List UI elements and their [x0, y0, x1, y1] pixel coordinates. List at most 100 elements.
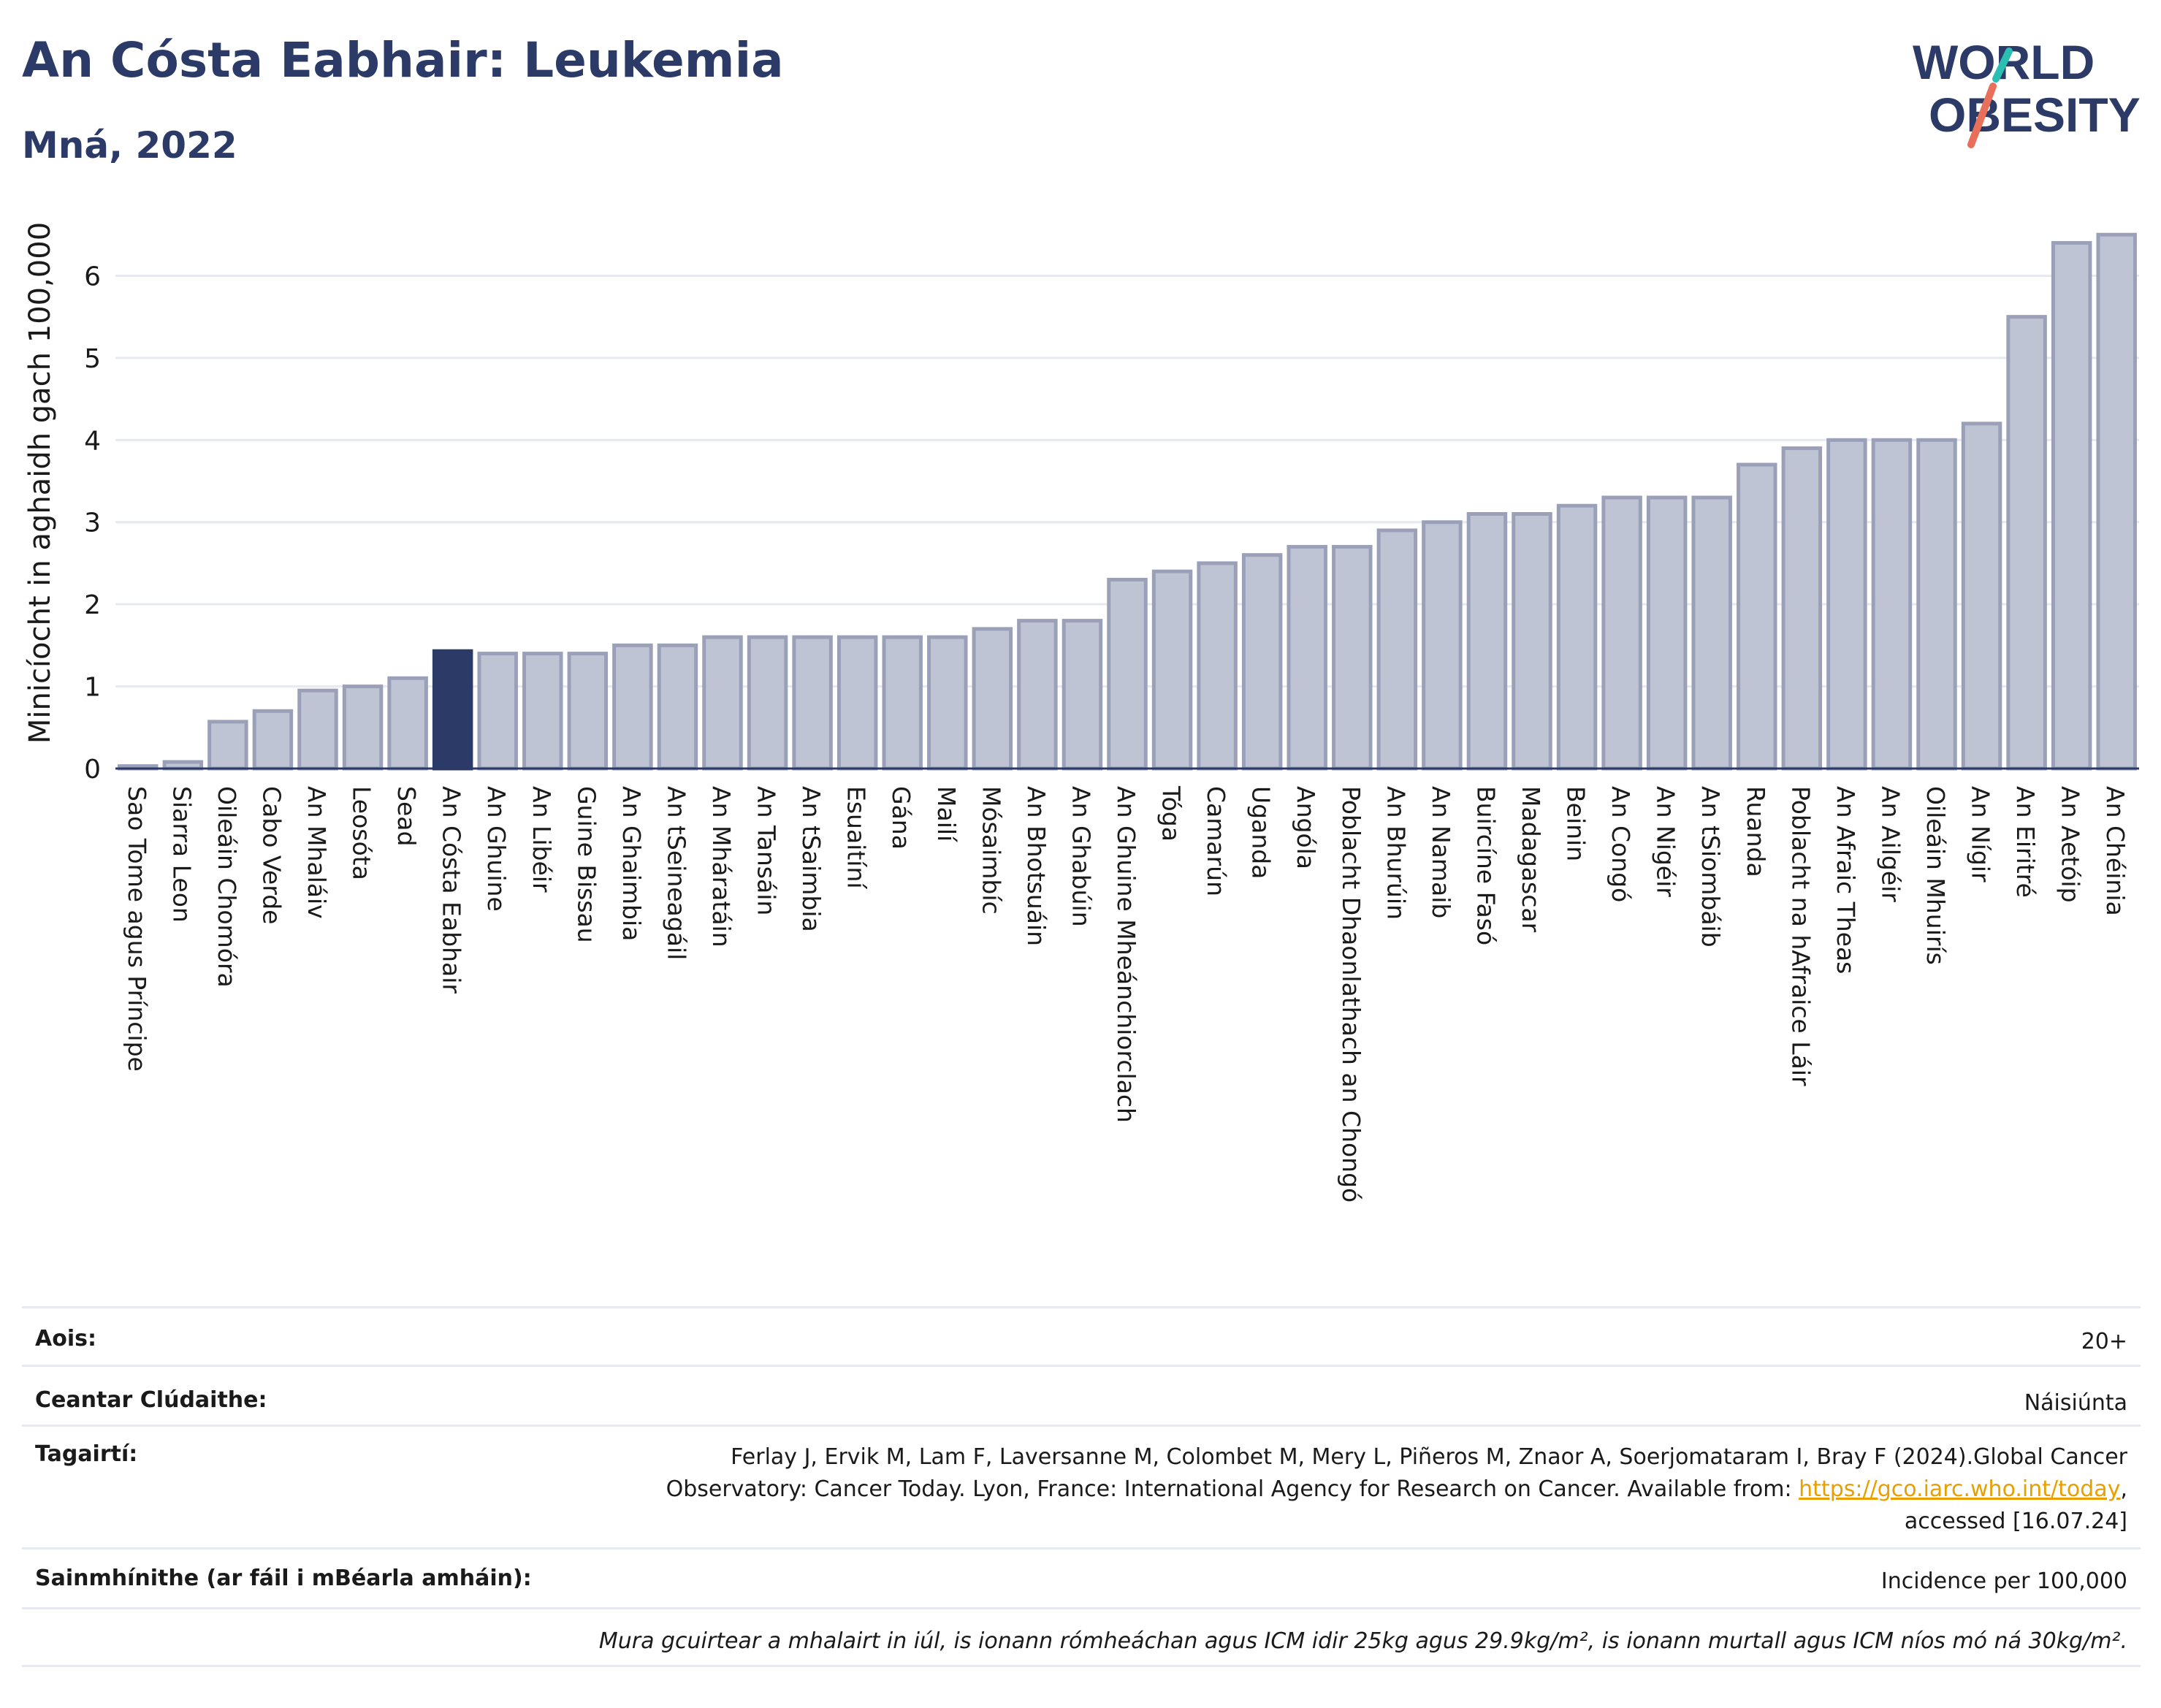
x-tick-label: Sao Tome agus Príncipe [123, 786, 151, 1072]
x-tick-label: An Mháratáin [707, 786, 736, 948]
bar [2051, 240, 2092, 771]
x-tick-label: Guine Bissau [572, 786, 601, 943]
x-tick-label: An tSaimbia [797, 786, 826, 932]
age-value: 20+ [2081, 1329, 2127, 1354]
x-tick-label: An Mhaláiv [302, 786, 331, 919]
bar [567, 652, 609, 771]
bar [1826, 438, 1867, 771]
bar [1916, 438, 1957, 771]
x-tick-label: Beinin [1562, 786, 1590, 861]
bar [1646, 495, 1688, 771]
bar [1781, 446, 1823, 771]
x-tick-label: Poblacht na hAfraice Láir [1786, 786, 1815, 1086]
bar [836, 635, 878, 771]
x-tick-label: An Chéinia [2101, 786, 2130, 916]
bar [702, 635, 743, 771]
bar [927, 635, 968, 771]
bar [207, 720, 248, 771]
y-tick-label: 2 [84, 590, 101, 620]
x-tick-label: An tSiombáib [1696, 786, 1725, 948]
references-value: Ferlay J, Ervik M, Lam F, Laversanne M, … [666, 1444, 2127, 1534]
bar [1556, 503, 1598, 771]
area-value: Náisiúnta [2024, 1390, 2127, 1416]
x-tick-label: Gána [887, 786, 915, 850]
x-tick-label: Cabo Verde [257, 786, 286, 924]
chart-title: An Cósta Eabhair: Leukemia [22, 32, 784, 88]
x-tick-label: An Eiritré [2011, 786, 2040, 898]
bar [1422, 520, 1463, 771]
y-tick-label: 5 [84, 344, 101, 374]
references-label: Tagairtí: [35, 1441, 138, 1467]
bar [1737, 462, 1777, 771]
bars [118, 232, 2137, 771]
bar [387, 676, 428, 771]
x-tick-label: An Bhotsuáin [1022, 786, 1051, 946]
info-table: Aois: 20+ Ceantar Clúdaithe: Náisiúnta T… [22, 1306, 2141, 1667]
x-tick-label: Leosóta [348, 786, 376, 880]
x-tick-label: An Ailgéir [1876, 786, 1905, 902]
reference-line-1: Ferlay J, Ervik M, Lam F, Laversanne M, … [731, 1444, 2127, 1470]
bar [342, 685, 384, 771]
x-tick-label: An Cósta Eabhair [438, 786, 466, 994]
y-axis-label: Minicíocht in aghaidh gach 100,000 [23, 222, 57, 744]
x-tick-label: Tóga [1157, 785, 1186, 842]
definitions-value: Incidence per 100,000 [1880, 1568, 2127, 1594]
x-tick-label: Angóla [1292, 786, 1320, 869]
bar [252, 709, 294, 771]
bar [1601, 495, 1642, 771]
age-label: Aois: [35, 1326, 96, 1351]
area-label: Ceantar Clúdaithe: [35, 1387, 267, 1413]
x-tick-label: An Ghaimbia [617, 786, 646, 941]
bar [1961, 422, 2002, 771]
bar [1151, 569, 1193, 771]
x-tick-label: An Tansáin [752, 786, 781, 915]
bar [1332, 544, 1373, 771]
x-tick-label: Siarra Leon [167, 786, 196, 923]
x-tick-label: An Ghuine Mheánchiorclach [1112, 786, 1140, 1123]
x-tick-label: Ruanda [1742, 786, 1770, 877]
y-tick-label: 4 [84, 426, 101, 456]
x-tick-label: An Ghabúin [1067, 786, 1095, 927]
bar [1197, 561, 1238, 771]
x-tick-label: Mósaimbíc [977, 786, 1005, 915]
definitions-label: Sainmhínithe (ar fáil i mBéarla amháin): [35, 1566, 532, 1591]
reference-line-2: Observatory: Cancer Today. Lyon, France:… [666, 1476, 1792, 1502]
chart-subtitle: Mná, 2022 [22, 124, 237, 167]
info-row-age: Aois: 20+ [22, 1306, 2141, 1365]
bar [1107, 577, 1148, 771]
reference-line-3: accessed [16.07.24] [1904, 1509, 2127, 1534]
y-tick-label: 1 [84, 673, 101, 703]
y-axis-ticks: 0 1 2 3 4 5 6 [84, 262, 101, 785]
x-tick-label: Esuaitíní [842, 786, 871, 890]
x-tick-label: An Afraic Theas [1832, 786, 1860, 974]
bar [2096, 232, 2137, 771]
bar [747, 635, 788, 771]
x-tick-label: An Aetóip [2057, 786, 2085, 903]
bar [882, 635, 923, 771]
bar [2006, 315, 2047, 771]
x-tick-label: Camarún [1202, 786, 1230, 896]
bar-chart: 0 1 2 3 4 5 6 Sao Tome agus Príncipe Siarra Leo… [23, 222, 2139, 1202]
y-tick-label: 0 [84, 755, 101, 785]
reference-link[interactable]: https://gco.iarc.who.int/today [1799, 1476, 2121, 1502]
x-tick-label: Oileáin Chomóra [213, 786, 241, 988]
y-tick-label: 3 [84, 508, 101, 538]
x-tick-label: Oileáin Mhuirís [1921, 786, 1950, 965]
bar [1287, 544, 1327, 771]
bar [297, 688, 338, 771]
x-tick-label: Sead [392, 786, 421, 846]
x-tick-label: An Libéir [527, 786, 556, 893]
x-tick-label: An Congó [1607, 786, 1635, 902]
footnote: Mura gcuirtear a mhalairt in iúl, is ion… [598, 1628, 2127, 1654]
bar [1017, 619, 1058, 771]
bar [1691, 495, 1732, 771]
bar [1871, 438, 1913, 771]
info-row-note: Mura gcuirtear a mhalairt in iúl, is ion… [22, 1607, 2141, 1667]
bar [612, 643, 653, 771]
bar [972, 627, 1013, 771]
x-tick-label: An Nígir [1967, 786, 1995, 882]
bar [1062, 619, 1103, 771]
bar [522, 652, 563, 771]
info-row-references: Tagairtí: Ferlay J, Ervik M, Lam F, Lave… [22, 1425, 2141, 1547]
x-tick-label: Madagascar [1517, 786, 1545, 933]
